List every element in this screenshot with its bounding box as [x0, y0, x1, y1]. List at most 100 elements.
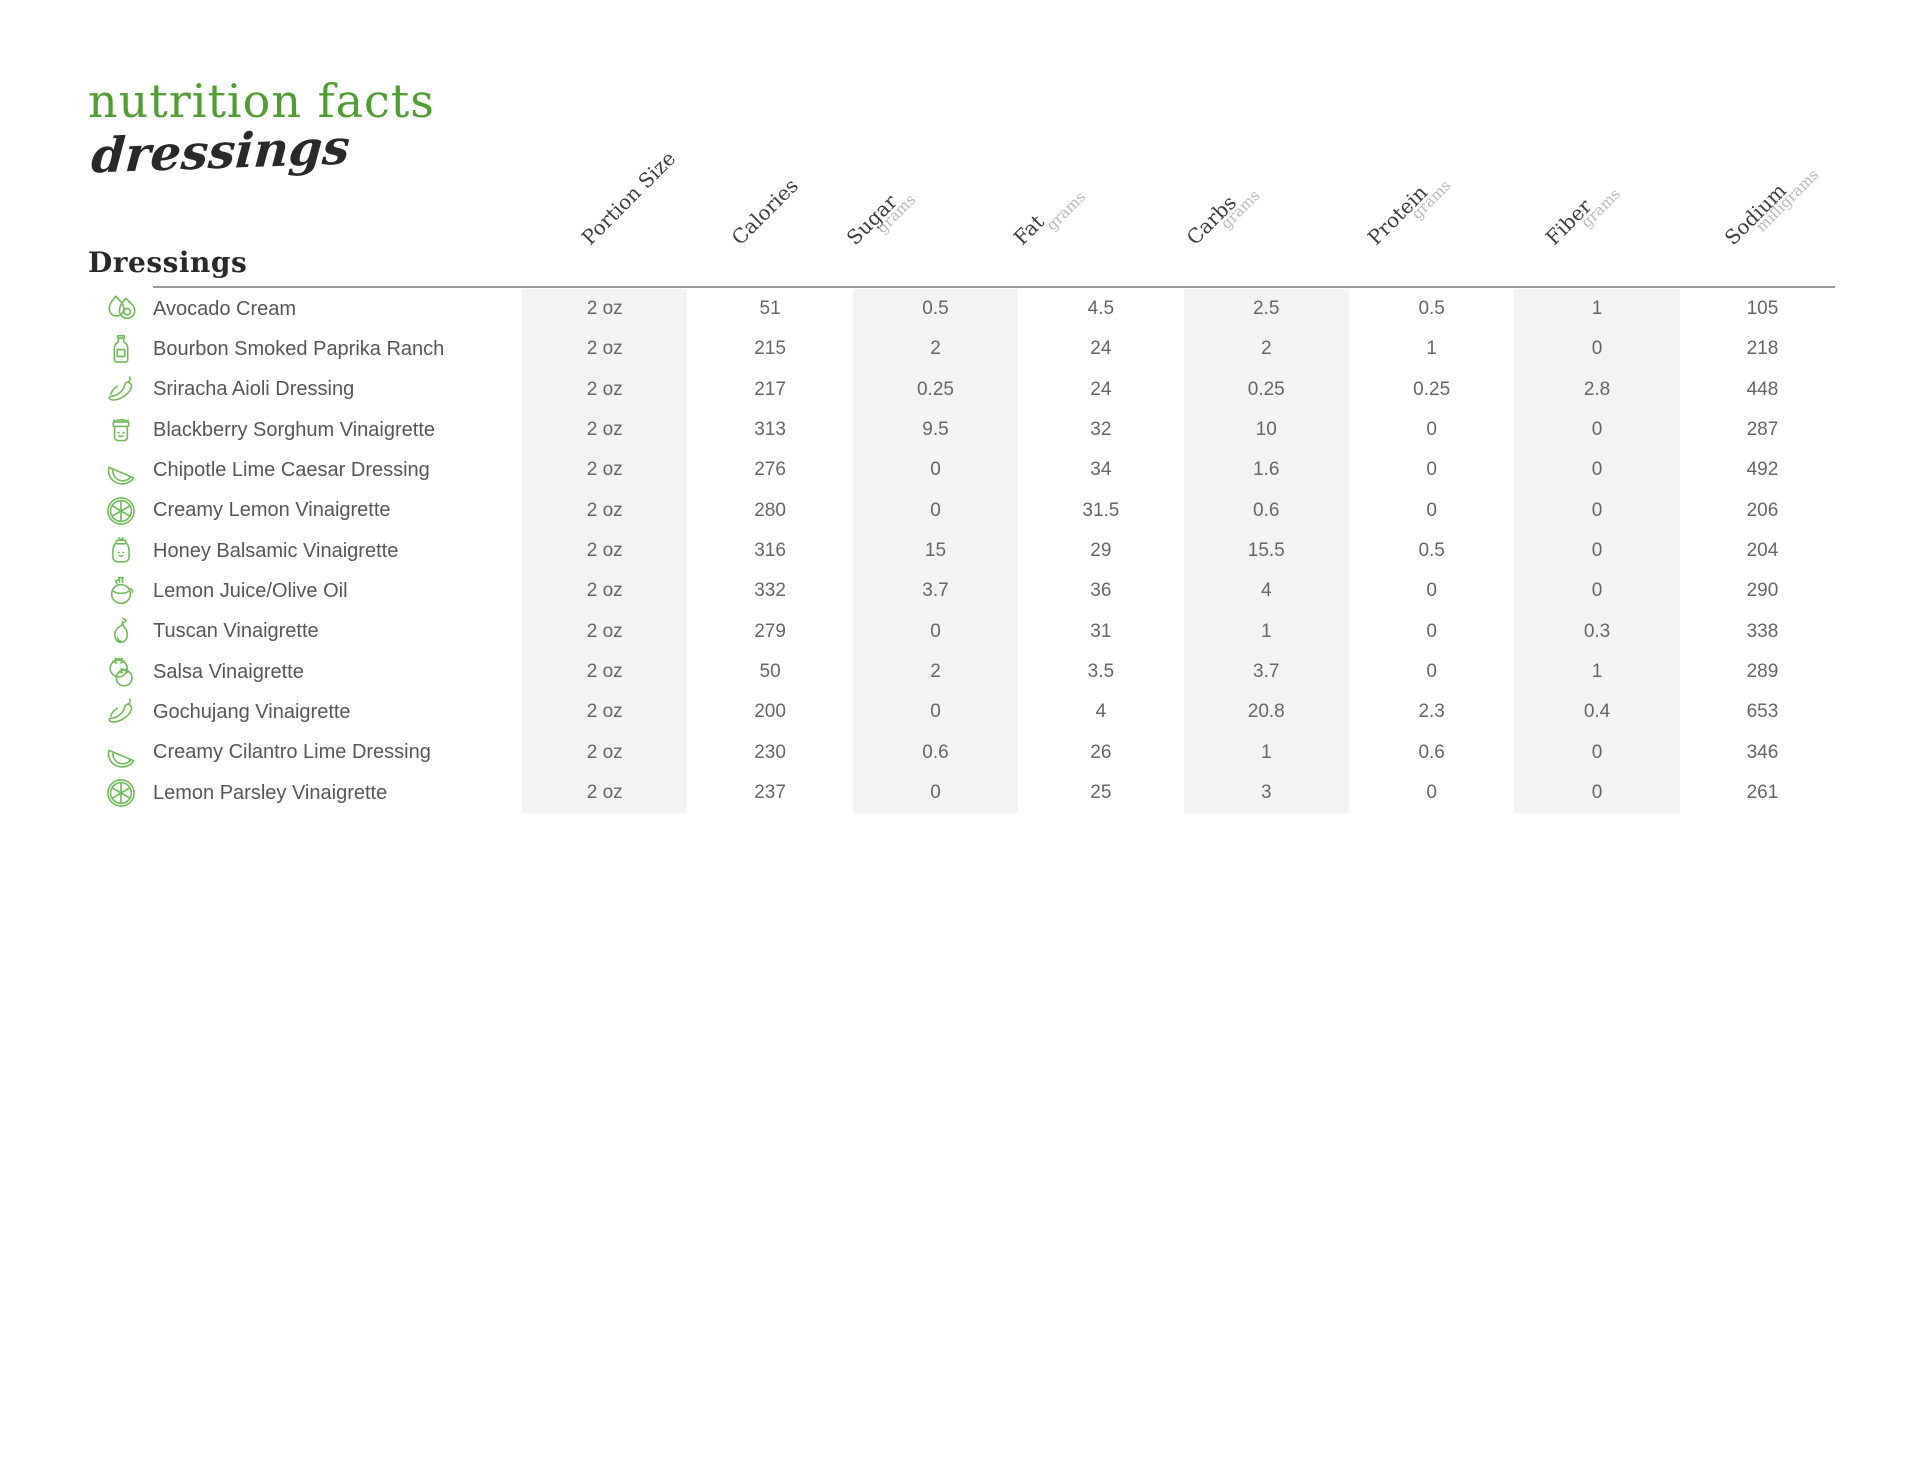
row-icon-cell	[88, 289, 153, 329]
cell-fat: 24	[1090, 378, 1112, 400]
cell-portion-size: 2 oz	[522, 369, 688, 410]
cell-fiber: 0	[1514, 409, 1680, 451]
avocado-icon	[104, 292, 138, 326]
cell-portion-size: 2 oz	[522, 490, 688, 531]
cell-portion-size: 2 oz	[522, 692, 688, 733]
cell-portion-size: 2 oz	[522, 289, 688, 330]
cell-carbs: 3.7	[1183, 651, 1349, 693]
cell-calories: 332	[754, 580, 786, 602]
row-icon-cell	[88, 612, 153, 652]
cell-carbs: 15.5	[1183, 530, 1349, 572]
row-icon-cell	[88, 733, 153, 773]
dressing-name: Honey Balsamic Vinaigrette	[153, 539, 399, 562]
column-header-unit: grams	[1042, 187, 1090, 235]
row-icon-cell	[88, 531, 153, 571]
lime-wedge-icon	[104, 453, 138, 487]
column-header-label: Portion Size	[576, 146, 681, 250]
cell-fiber: 1	[1514, 289, 1680, 330]
dressing-name: Chipotle Lime Caesar Dressing	[153, 458, 430, 481]
section-title: Dressings	[88, 246, 248, 279]
cell-portion-size: 2 oz	[522, 571, 688, 612]
dressing-name: Blackberry Sorghum Vinaigrette	[153, 418, 435, 441]
cell-fat: 4	[1095, 701, 1107, 723]
cell-sugar: 0	[852, 450, 1019, 491]
cell-sugar: 0	[852, 692, 1019, 733]
dressing-name: Salsa Vinaigrette	[153, 660, 304, 683]
cell-calories: 51	[759, 298, 781, 320]
cell-sugar: 2	[852, 651, 1019, 693]
row-icon-cell	[88, 773, 153, 813]
cell-calories: 217	[754, 378, 786, 400]
cell-carbs: 0.6	[1183, 490, 1349, 531]
cell-sugar: 0.25	[852, 369, 1019, 410]
cell-carbs: 4	[1183, 571, 1349, 612]
cell-carbs: 2.5	[1183, 289, 1349, 330]
cell-calories: 313	[754, 419, 786, 441]
cell-calories: 50	[759, 661, 781, 683]
cell-calories: 200	[754, 701, 786, 723]
cell-portion-size: 2 oz	[522, 530, 688, 572]
cell-sodium: 261	[1746, 782, 1779, 804]
cell-calories: 230	[754, 741, 786, 763]
cell-fiber: 0	[1514, 490, 1680, 531]
cell-portion-size: 2 oz	[522, 611, 688, 652]
cell-fat: 34	[1090, 459, 1112, 481]
cell-sodium: 338	[1746, 620, 1779, 642]
cell-fat: 24	[1090, 338, 1112, 360]
cell-sodium: 290	[1746, 580, 1779, 602]
dressing-name: Avocado Cream	[153, 297, 297, 320]
cell-portion-size: 2 oz	[522, 732, 688, 773]
cell-carbs: 3	[1183, 772, 1349, 814]
cell-fat: 31	[1090, 620, 1112, 642]
cell-protein: 0	[1426, 459, 1437, 481]
citrus-slice-icon	[104, 494, 138, 528]
cell-fiber: 0	[1514, 329, 1680, 370]
page-title: nutrition facts	[88, 74, 435, 128]
cell-calories: 280	[754, 499, 786, 521]
page-subtitle: dressings	[89, 119, 352, 185]
cell-protein: 0	[1426, 419, 1437, 441]
cell-sugar: 0	[852, 490, 1019, 531]
cell-sodium: 206	[1746, 499, 1779, 521]
cell-portion-size: 2 oz	[522, 409, 688, 451]
cruet-icon	[104, 615, 138, 649]
chili-pepper-icon	[104, 373, 138, 407]
cell-sodium: 653	[1746, 701, 1779, 723]
header-divider	[153, 286, 1835, 288]
dressings-table: Avocado Cream 2 oz 51 0.5 4.5 2.5 0.5 1 105 Bourb…	[88, 289, 1845, 814]
cell-fat: 4.5	[1087, 298, 1115, 320]
jam-jar-icon	[104, 413, 138, 447]
row-icon-cell	[88, 692, 153, 732]
dressing-name: Sriracha Aioli Dressing	[153, 378, 355, 401]
row-icon-cell	[88, 450, 153, 490]
cell-protein: 0.25	[1413, 378, 1451, 400]
cell-fiber: 0	[1514, 732, 1680, 773]
lime-wedge-icon	[104, 736, 138, 770]
dressing-name: Lemon Juice/Olive Oil	[153, 579, 348, 602]
cell-fiber: 0.4	[1514, 692, 1680, 733]
cell-sugar: 2	[852, 329, 1019, 370]
cell-fiber: 0	[1514, 530, 1680, 572]
cell-portion-size: 2 oz	[522, 651, 688, 693]
cell-protein: 0	[1426, 620, 1437, 642]
dressing-name: Gochujang Vinaigrette	[153, 700, 351, 723]
cell-sugar: 3.7	[852, 571, 1019, 612]
cell-carbs: 0.25	[1183, 369, 1349, 410]
cell-fiber: 2.8	[1514, 369, 1680, 410]
cell-fiber: 0	[1514, 772, 1680, 814]
tomato-icon	[104, 655, 138, 689]
cell-carbs: 2	[1183, 329, 1349, 370]
cell-protein: 0.6	[1418, 741, 1445, 763]
row-icon-cell	[88, 491, 153, 531]
cell-sugar: 0	[852, 772, 1019, 814]
dressing-name: Creamy Lemon Vinaigrette	[153, 499, 391, 522]
chili-pepper-icon	[104, 695, 138, 729]
cell-fiber: 0	[1514, 571, 1680, 612]
cell-sugar: 0	[852, 611, 1019, 652]
cell-fat: 29	[1090, 540, 1112, 562]
cell-carbs: 1.6	[1183, 450, 1349, 491]
cell-carbs: 10	[1183, 409, 1349, 451]
oil-flask-icon	[104, 574, 138, 608]
column-header-label: Calories	[726, 173, 803, 250]
